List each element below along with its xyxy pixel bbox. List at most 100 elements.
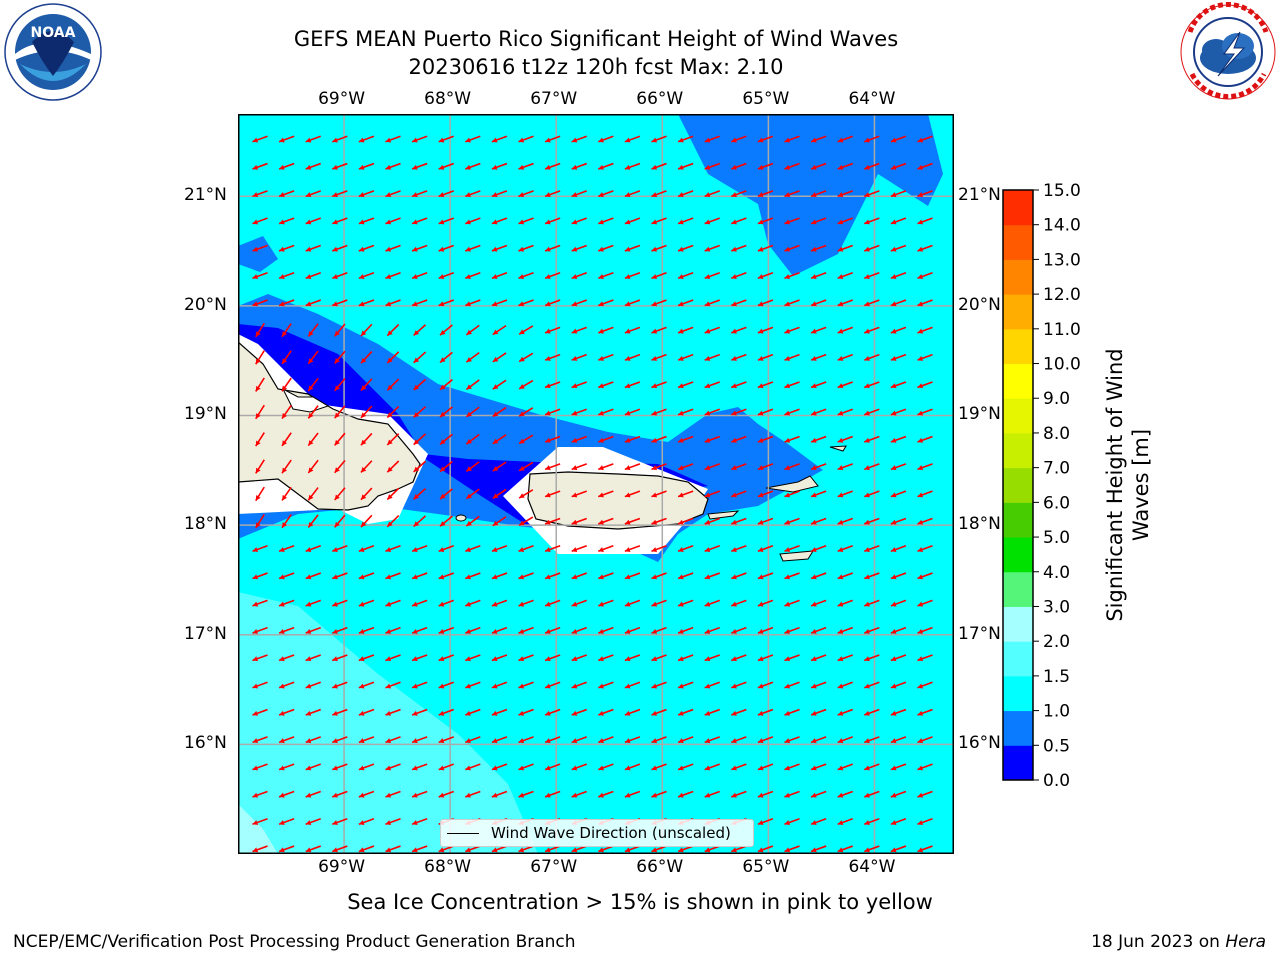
wind-wave-arrow — [784, 353, 800, 361]
wind-wave-arrow — [571, 381, 587, 389]
wind-wave-arrow — [810, 708, 827, 716]
wind-wave-arrow — [358, 818, 375, 825]
wind-wave-arrow — [465, 433, 480, 445]
wind-wave-arrow — [411, 845, 428, 853]
wind-wave-arrow — [358, 763, 375, 771]
wind-wave-arrow — [518, 299, 534, 307]
wind-wave-arrow — [624, 190, 641, 198]
wind-wave-arrow — [651, 190, 667, 198]
wind-wave-arrow — [358, 244, 375, 252]
wind-wave-arrow — [864, 244, 880, 252]
wind-wave-arrow — [518, 736, 534, 744]
wind-wave-arrow — [917, 572, 933, 580]
footer-date: 18 Jun 2023 on Hera — [1091, 932, 1266, 952]
wind-wave-arrow — [307, 405, 319, 419]
wind-wave-arrow — [598, 708, 614, 716]
wind-wave-arrow — [917, 162, 933, 170]
wind-wave-arrow — [784, 626, 800, 634]
wind-wave-arrow — [917, 818, 933, 825]
wind-wave-arrow — [731, 626, 747, 634]
wind-wave-arrow — [651, 381, 667, 389]
wind-wave-arrow — [837, 708, 853, 716]
wind-wave-arrow — [837, 845, 853, 853]
wind-wave-arrow — [360, 487, 373, 501]
wind-wave-arrow — [518, 489, 534, 499]
wind-wave-arrow — [757, 736, 774, 744]
wind-wave-arrow — [411, 190, 428, 198]
wind-wave-arrow — [411, 162, 428, 170]
colorbar-segment — [1003, 641, 1033, 677]
wind-wave-arrow — [281, 377, 292, 392]
wind-wave-arrow — [704, 545, 720, 552]
wind-wave-arrow — [890, 599, 907, 607]
wind-wave-arrow — [278, 790, 295, 798]
lat-tick-label: 16°N — [958, 733, 1001, 754]
wind-wave-arrow — [677, 490, 694, 498]
wind-wave-arrow — [307, 323, 319, 337]
wind-wave-arrow — [864, 599, 880, 607]
wind-wave-arrow — [651, 299, 667, 307]
wind-wave-arrow — [332, 818, 348, 825]
wind-wave-arrow — [252, 135, 268, 143]
wind-wave-arrow — [731, 244, 747, 252]
wind-wave-arrow — [491, 135, 508, 143]
wind-wave-arrow — [784, 681, 800, 689]
wind-wave-arrow — [438, 217, 454, 225]
wind-wave-arrow — [491, 708, 508, 716]
lat-tick-label: 18°N — [184, 514, 227, 535]
wind-wave-arrow — [385, 736, 401, 744]
wind-wave-arrow — [784, 190, 800, 198]
wind-wave-arrow — [731, 190, 747, 198]
wind-wave-arrow — [358, 790, 375, 798]
wind-wave-arrow — [571, 517, 587, 525]
wind-wave-arrow — [784, 736, 800, 744]
wind-wave-arrow — [837, 654, 853, 662]
wind-wave-arrow — [890, 572, 907, 580]
wind-wave-arrow — [624, 299, 641, 307]
wind-wave-arrow — [438, 599, 454, 607]
wind-wave-arrow — [864, 790, 880, 798]
wind-wave-arrow — [837, 599, 853, 607]
wind-wave-arrow — [465, 351, 480, 363]
wind-wave-arrow — [278, 654, 295, 662]
wind-wave-arrow — [598, 217, 614, 225]
wind-wave-arrow — [837, 736, 853, 744]
wind-wave-arrow — [491, 790, 508, 798]
wind-wave-arrow — [864, 572, 880, 580]
wind-wave-arrow — [411, 681, 428, 689]
wind-wave-arrow — [890, 845, 907, 853]
wind-wave-arrow — [281, 432, 292, 447]
wind-wave-arrow — [385, 545, 401, 552]
wind-wave-arrow — [278, 681, 295, 689]
wind-wave-arrow — [731, 763, 747, 771]
wind-wave-arrow — [731, 299, 747, 307]
wind-wave-arrow — [358, 162, 375, 170]
wind-wave-arrow — [385, 190, 401, 198]
wind-wave-arrow — [492, 516, 507, 527]
lat-tick-label: 19°N — [184, 404, 227, 425]
wind-wave-arrow — [305, 190, 321, 198]
wind-wave-arrow — [837, 162, 853, 170]
wind-wave-arrow — [334, 459, 346, 474]
land-mona — [455, 514, 467, 522]
wind-wave-arrow — [837, 217, 853, 225]
wind-wave-arrow — [677, 244, 694, 252]
wind-wave-arrow — [438, 135, 454, 143]
land-hispaniola — [238, 341, 421, 511]
wind-wave-arrow — [332, 626, 348, 634]
wind-wave-arrow — [465, 599, 481, 607]
wind-wave-arrow — [704, 408, 720, 416]
wind-wave-arrow — [624, 545, 641, 552]
wind-wave-arrow — [810, 490, 827, 498]
wind-wave-arrow — [491, 572, 508, 580]
wind-wave-arrow — [784, 599, 800, 607]
wind-wave-arrow — [810, 790, 827, 798]
wind-wave-arrow — [651, 244, 667, 252]
wind-wave-arrow — [571, 272, 587, 279]
wind-wave-arrow — [385, 217, 401, 225]
wind-wave-arrow — [598, 626, 614, 634]
wind-wave-arrow — [784, 162, 800, 170]
wind-wave-arrow — [677, 681, 694, 689]
wind-wave-arrow — [518, 461, 534, 472]
lon-tick-label: 64°W — [848, 89, 896, 109]
